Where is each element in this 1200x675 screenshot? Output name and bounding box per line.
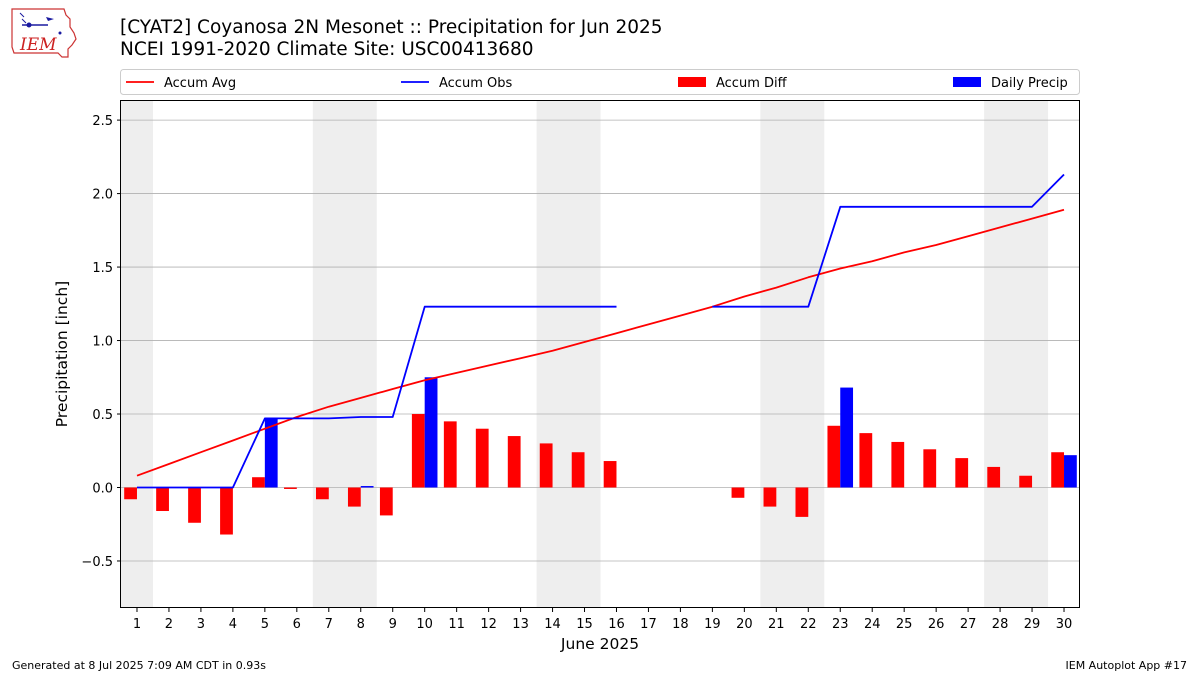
weekend-shade [984,101,1049,608]
x-tick-label: 19 [704,617,721,632]
accum-diff-bar [507,436,521,488]
accum-diff-bar [731,487,745,498]
y-tick-label: 0.0 [92,481,113,496]
y-tick-label: 1.5 [92,261,113,276]
legend: Accum Avg Accum Obs Accum Diff Daily Precip [120,69,1080,95]
x-tick-label: 21 [768,617,785,632]
x-tick-label: 6 [293,617,301,632]
x-tick-label: 15 [576,617,593,632]
x-tick-label: 18 [672,617,689,632]
accum-diff-bar [827,425,841,488]
accum-diff-bar [987,466,1001,488]
x-tick-label: 22 [800,617,817,632]
y-tick-label: 1.0 [92,335,113,350]
x-tick-label: 8 [357,617,365,632]
x-tick-label: 29 [1024,617,1041,632]
accum-diff-bar [475,428,489,488]
weekend-shade [312,101,377,608]
footer-app: IEM Autoplot App #17 [1065,659,1188,672]
accum-obs-line [137,173,1065,489]
x-tick-label: 26 [928,617,945,632]
accum-diff-bar [411,414,425,488]
x-tick-label: 30 [1056,617,1073,632]
y-tick-label: 0.5 [92,408,113,423]
bars [124,377,1077,535]
x-tick-label: 11 [448,617,465,632]
daily-precip-bar [424,377,438,488]
accum-diff-bar [539,443,553,488]
accum-diff-bar [220,487,233,535]
logo-text: IEM [19,35,57,55]
accum-diff-bar [923,449,937,488]
x-tick-label: 23 [832,617,849,632]
x-tick-label: 9 [389,617,397,632]
daily-precip-bar [264,418,278,488]
x-tick-label: 28 [992,617,1009,632]
accum-diff-bar [347,487,361,507]
accum-diff-bar [1019,475,1033,488]
weekend-shade [536,101,601,608]
y-tick-label: −0.5 [81,555,113,570]
x-tick-label: 1 [133,617,141,632]
y-axis: −0.5 0.0 0.5 1.0 1.5 2.0 2.5 [81,114,121,570]
x-tick-label: 4 [229,617,237,632]
y-tick-label: 2.5 [92,114,113,129]
accum-diff-bar [1051,452,1065,488]
accum-diff-bar [284,487,297,489]
accum-diff-bar [443,421,457,488]
daily-precip-bar [1064,455,1077,488]
lines [136,173,1065,489]
x-tick-label: 24 [864,617,881,632]
daily-precip-bar [360,486,374,488]
daily-precip-bar [840,387,854,488]
y-gridlines [121,119,1080,562]
x-axis: 1 2 3 4 5 6 7 8 9 10 11 12 13 14 15 16 17 18 19 20 21 22 23 24 2… [133,608,1072,632]
chart-title: [CYAT2] Coyanosa 2N Mesonet :: Precipita… [120,17,663,38]
accum-diff-bar [252,477,265,488]
x-tick-label: 25 [896,617,913,632]
accum-diff-bar [315,487,329,500]
x-axis-label: June 2025 [560,635,639,653]
accum-diff-bar [156,487,169,512]
iem-logo: IEM [11,8,77,58]
x-tick-label: 27 [960,617,977,632]
weekend-shade [760,101,825,608]
legend-label: Daily Precip [991,76,1068,91]
x-tick-label: 10 [416,617,433,632]
x-tick-label: 3 [197,617,205,632]
chart-subtitle: NCEI 1991-2020 Climate Site: USC00413680 [120,39,534,60]
x-tick-label: 2 [165,617,173,632]
plot-frame [120,100,1080,608]
x-tick-label: 7 [325,617,333,632]
x-tick-label: 20 [736,617,753,632]
weekend-shading [121,101,1049,608]
accum-diff-bar [955,458,969,488]
accum-diff-bar [124,487,137,500]
legend-label: Accum Diff [716,76,788,91]
legend-swatch [678,77,706,87]
legend-box [120,69,1080,95]
x-tick-label: 14 [544,617,561,632]
accum-diff-bar [763,487,777,507]
legend-swatch [953,77,981,87]
x-tick-label: 13 [512,617,529,632]
accum-diff-bar [795,487,809,517]
accum-diff-bar [571,452,585,488]
accum-diff-bar [603,461,617,488]
weekend-shade [121,101,153,608]
x-tick-label: 17 [640,617,657,632]
accum-diff-bar [188,487,201,523]
accum-diff-bar [891,441,905,488]
x-tick-label: 5 [261,617,269,632]
accum-diff-bar [859,433,873,488]
legend-label: Accum Obs [439,76,512,91]
footer-generated: Generated at 8 Jul 2025 7:09 AM CDT in 0… [12,659,266,672]
y-tick-label: 2.0 [92,188,113,203]
y-axis-label: Precipitation [inch] [53,281,71,427]
x-tick-label: 16 [608,617,625,632]
x-tick-label: 12 [480,617,497,632]
accum-diff-bar [379,487,393,516]
legend-label: Accum Avg [164,76,236,91]
